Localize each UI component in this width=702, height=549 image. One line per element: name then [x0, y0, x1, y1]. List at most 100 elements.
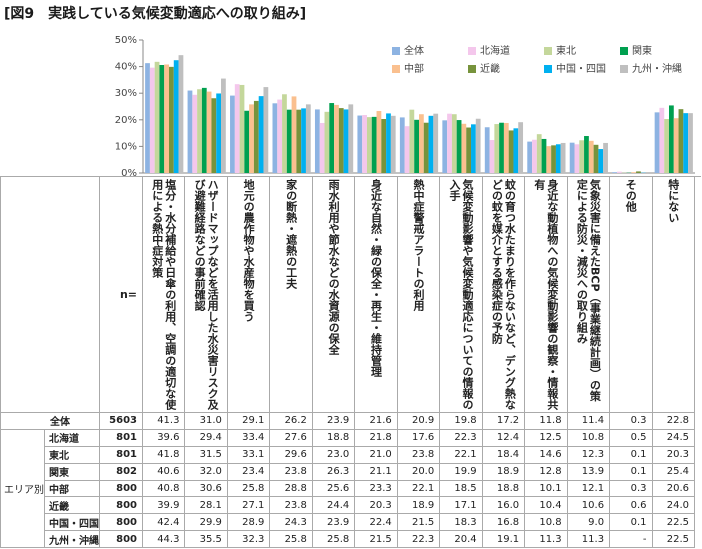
cell-text: 26.2 [284, 415, 307, 427]
chart-title: [図9 実践している気候変動適応への取り組み] [4, 5, 306, 22]
value-cell: 40.6 [143, 463, 186, 481]
bar [508, 130, 514, 173]
cell-text: 30.6 [199, 482, 222, 494]
bar [258, 96, 264, 173]
header-blank [0, 176, 100, 413]
cell-text: 29.9 [199, 516, 222, 528]
bar [329, 103, 335, 173]
cell-text: 0.1 [630, 449, 647, 461]
value-cell: 20.6 [652, 480, 695, 498]
cell-text: 身近な自然・緑の保全・再生・維持管理 [369, 179, 383, 377]
value-cell: 18.5 [440, 480, 483, 498]
value-cell: 20.4 [440, 531, 483, 548]
bar [451, 114, 457, 173]
cell-text: 0.3 [630, 415, 647, 427]
cell-text: 21.5 [369, 533, 392, 545]
bar [348, 104, 354, 173]
value-cell: 12.8 [525, 463, 568, 481]
value-cell: 41.8 [143, 446, 186, 464]
value-cell: 26.2 [270, 413, 313, 430]
bar [588, 140, 594, 173]
value-cell: 28.1 [185, 497, 228, 515]
cell-text: 9.0 [588, 516, 605, 528]
bar [173, 60, 179, 173]
value-cell: 24.0 [652, 497, 695, 515]
bar [187, 90, 193, 173]
cell-text: 22.1 [411, 482, 435, 494]
bar [164, 64, 170, 173]
cell-text: 18.4 [496, 449, 520, 461]
legend-swatch [392, 47, 400, 55]
bar [423, 122, 429, 173]
cell-text: 蚊の育つ水たまりを作らないなど、デング熱などの蚊を媒介とする感染症の予防 [490, 179, 517, 410]
category-label: 身近な動植物への気候変動影響の観察・情報共有 [525, 176, 568, 413]
value-cell: 12.5 [525, 429, 568, 447]
bar [234, 84, 240, 173]
legend-label: 関東 [632, 44, 652, 57]
cell-text: 32.0 [199, 466, 222, 478]
value-cell: 20.3 [652, 446, 695, 464]
value-cell: 26.3 [312, 463, 356, 481]
cell-text: 23.3 [369, 482, 392, 494]
cell-text: 17.6 [411, 432, 435, 444]
category-label: 家の断熱・遮熱の工夫 [270, 176, 313, 413]
value-cell: 23.3 [355, 480, 398, 498]
cell-text: その他 [624, 179, 638, 212]
value-cell: 18.4 [482, 446, 526, 464]
bar [484, 127, 490, 173]
bar [593, 144, 599, 173]
value-cell: 32.3 [227, 531, 271, 548]
bar [664, 119, 669, 173]
value-cell: 19.1 [482, 531, 526, 548]
cell-text: 801 [116, 449, 137, 461]
value-cell: 28.9 [227, 514, 271, 532]
cell-text: 32.3 [242, 533, 265, 545]
bar [334, 104, 339, 173]
value-cell: 12.4 [482, 429, 526, 447]
bar [584, 136, 589, 173]
value-cell: 16.0 [482, 497, 526, 515]
n-value: 801 [100, 429, 143, 447]
category-label: ハザードマップなどを活用した水災害リスク及び避難経路などの事前確認 [185, 176, 228, 413]
row-label: 全体 [0, 413, 100, 430]
cell-text: 東北 [49, 451, 69, 463]
value-cell: 14.6 [525, 446, 568, 464]
cell-text: 35.5 [199, 533, 222, 545]
bar [319, 122, 325, 173]
value-cell: 29.9 [185, 514, 228, 532]
bar [296, 109, 302, 173]
bar [433, 113, 439, 173]
value-cell: 10.8 [525, 514, 568, 532]
value-cell: 32.0 [185, 463, 228, 481]
cell-text: 27.6 [284, 432, 307, 444]
y-tick-label: 0% [121, 168, 137, 176]
bar [286, 109, 292, 173]
cell-text: 18.8 [496, 482, 520, 494]
value-cell: 27.1 [227, 497, 271, 515]
bar [560, 142, 566, 173]
value-cell: 27.6 [270, 429, 313, 447]
bar [546, 146, 552, 173]
cell-text: 21.1 [369, 466, 392, 478]
category-label: その他 [610, 176, 653, 413]
row-label: 北海道 [45, 429, 100, 447]
row-label: 近畿 [45, 497, 100, 515]
bar [314, 109, 320, 173]
cell-text: 塩分・水分補給や日傘の利用、空調の適切な使用による熱中症対策 [150, 179, 177, 410]
value-cell: 29.1 [227, 413, 271, 430]
cell-text: 5603 [109, 415, 137, 427]
cell-text: 33.1 [242, 449, 265, 461]
value-cell: 25.8 [312, 531, 356, 548]
chart: [図9 実践している気候変動適応への取り組み] 0% 10% 20% 30% 40% 50… [4, 5, 695, 176]
cell-text: 11.4 [581, 415, 605, 427]
cell-text: エリア別 [4, 484, 44, 496]
cell-text: 中国・四国 [49, 518, 99, 530]
value-cell: 21.5 [355, 531, 398, 548]
cell-text: 27.1 [242, 499, 265, 511]
value-cell: 41.3 [143, 413, 186, 430]
cell-text: 特にない [666, 179, 680, 223]
bar [253, 100, 259, 173]
bar [598, 149, 604, 173]
value-cell: 17.2 [482, 413, 526, 430]
bar [419, 114, 424, 173]
